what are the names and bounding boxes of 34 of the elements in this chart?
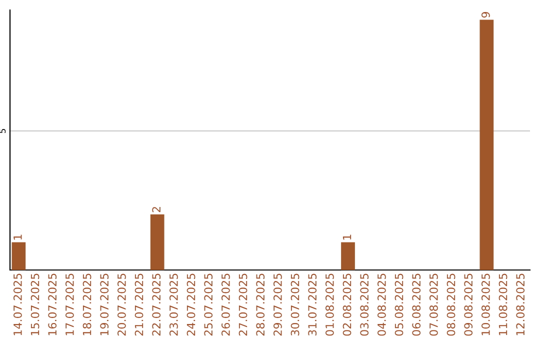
x-tick-label: 28.07.2025 [256, 274, 265, 336]
x-tick-label: 31.07.2025 [308, 274, 317, 336]
x-tick-label: 26.07.2025 [221, 274, 230, 336]
x-tick-label: 03.08.2025 [360, 274, 369, 336]
x-tick-label: 24.07.2025 [186, 274, 196, 336]
x-tick-label: 16.07.2025 [48, 274, 57, 336]
x-tick-label: 22.07.2025 [152, 274, 161, 336]
x-tick-label: 01.08.2025 [325, 274, 334, 336]
x-tick-label: 12.08.2025 [516, 274, 525, 336]
x-tick-label: 02.08.2025 [342, 274, 352, 336]
x-tick-label: 05.08.2025 [394, 274, 404, 336]
data-label: 9 [481, 12, 490, 18]
data-label: 2 [152, 207, 160, 212]
x-tick-label: 27.07.2025 [238, 274, 248, 336]
x-tick-label: 20.07.2025 [117, 274, 126, 336]
x-tick-label: 07.08.2025 [429, 274, 438, 336]
x-tick-label: 19.07.2025 [100, 274, 109, 336]
x-tick-label: 04.08.2025 [377, 274, 386, 336]
x-tick-label: 14.07.2025 [13, 274, 22, 336]
x-tick-label: 29.07.2025 [273, 274, 282, 336]
data-label: 1 [14, 234, 22, 240]
data-label: 1 [342, 234, 352, 240]
x-tick-label: 08.08.2025 [446, 274, 456, 336]
x-tick-label: 15.07.2025 [30, 274, 40, 336]
x-tick-label: 06.08.2025 [412, 274, 421, 336]
x-tick-label: 17.07.2025 [65, 274, 74, 336]
x-tick-label: 21.07.2025 [134, 274, 144, 336]
x-tick-label: 10.08.2025 [481, 274, 490, 336]
x-tick-label: 23.07.2025 [169, 274, 178, 336]
x-tick-label: 18.07.2025 [82, 274, 92, 336]
x-tick-label: 30.07.2025 [290, 274, 300, 336]
x-tick-label: 11.08.2025 [498, 274, 508, 336]
x-tick-label: 09.08.2025 [464, 274, 473, 336]
x-tick-label: 25.07.2025 [204, 274, 213, 336]
